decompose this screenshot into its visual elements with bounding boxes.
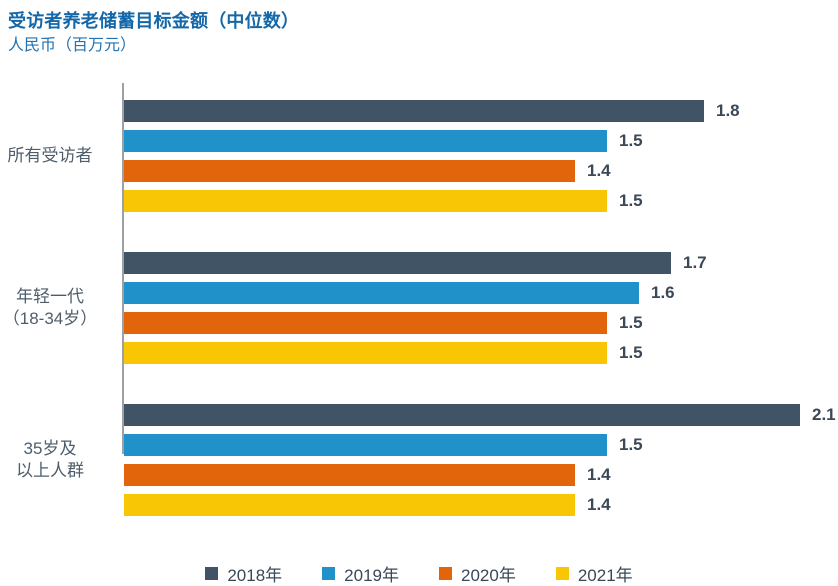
bar-groups: 所有受访者 1.8 1.5 1.4 1.5 年轻一代 （18-34岁） 1.7 1.6 1.5 1.… — [0, 100, 838, 516]
legend: 2018年 2019年 2020年 2021年 — [0, 561, 838, 586]
chart-title: 受访者养老储蓄目标金额（中位数） — [8, 11, 300, 31]
bar-value-label: 1.6 — [651, 283, 675, 302]
bar-2018年 — [124, 252, 671, 274]
group-bars: 2.1 1.5 1.4 1.4 — [124, 404, 836, 516]
category-label-line: 所有受访者 — [7, 146, 93, 165]
bar-2021年 — [124, 342, 607, 364]
category-label-line: 以上人群 — [16, 461, 84, 480]
category-group: 35岁及以上人群 2.1 1.5 1.4 1.4 — [0, 404, 838, 516]
category-label-line: 年轻一代 — [16, 287, 84, 306]
bar-row: 1.5 — [124, 312, 707, 334]
bar-2020年 — [124, 464, 575, 486]
bar-value-label: 1.7 — [683, 253, 707, 272]
bar-row: 1.4 — [124, 160, 740, 182]
bar-value-label: 2.1 — [812, 405, 836, 424]
bar-value-label: 1.4 — [587, 161, 611, 180]
bar-2018年 — [124, 100, 704, 122]
category-label-line: （18-34岁） — [2, 309, 98, 328]
bar-2021年 — [124, 190, 607, 212]
bar-value-label: 1.5 — [619, 131, 643, 150]
bar-value-label: 1.4 — [587, 495, 611, 514]
legend-swatch-icon — [439, 567, 452, 580]
bar-row: 1.5 — [124, 190, 740, 212]
category-label: 所有受访者 — [0, 100, 100, 212]
bar-value-label: 1.8 — [716, 101, 740, 120]
category-label: 年轻一代 （18-34岁） — [0, 252, 100, 364]
y-axis-line — [122, 83, 124, 454]
bar-value-label: 1.4 — [587, 465, 611, 484]
bar-row: 1.4 — [124, 494, 836, 516]
bar-row: 1.4 — [124, 464, 836, 486]
category-group: 年轻一代 （18-34岁） 1.7 1.6 1.5 1.5 — [0, 252, 838, 364]
bar-2020年 — [124, 312, 607, 334]
bar-2018年 — [124, 404, 800, 426]
category-label-line: 35岁及 — [23, 439, 77, 458]
legend-item-2018年: 2018年 — [205, 561, 282, 586]
legend-item-2021年: 2021年 — [555, 561, 633, 586]
bar-row: 1.5 — [124, 130, 740, 152]
category-label: 35岁及以上人群 — [0, 404, 100, 516]
legend-swatch-icon — [555, 567, 569, 580]
bar-value-label: 1.5 — [619, 191, 643, 210]
group-bars: 1.8 1.5 1.4 1.5 — [124, 100, 740, 212]
bar-row: 1.8 — [124, 100, 740, 122]
legend-label: 2018年 — [227, 566, 283, 585]
bar-row: 2.1 — [124, 404, 836, 426]
legend-swatch-icon — [322, 567, 336, 580]
bar-2021年 — [124, 494, 575, 516]
legend-label: 2020年 — [461, 566, 516, 585]
bar-2019年 — [124, 130, 607, 152]
bar-2020年 — [124, 160, 575, 182]
bar-2019年 — [124, 434, 607, 456]
bar-row: 1.7 — [124, 252, 707, 274]
bar-2019年 — [124, 282, 639, 304]
bar-row: 1.5 — [124, 342, 707, 364]
bar-value-label: 1.5 — [619, 435, 643, 454]
bar-row: 1.5 — [124, 434, 836, 456]
legend-label: 2021年 — [577, 566, 633, 585]
bar-row: 1.6 — [124, 282, 707, 304]
bar-value-label: 1.5 — [619, 343, 643, 362]
category-group: 所有受访者 1.8 1.5 1.4 1.5 — [0, 100, 838, 212]
legend-item-2019年: 2019年 — [322, 561, 399, 586]
legend-label: 2019年 — [344, 566, 399, 585]
chart-subtitle: 人民币（百万元） — [8, 37, 137, 54]
bar-value-label: 1.5 — [619, 313, 643, 332]
legend-item-2020年: 2020年 — [439, 561, 516, 586]
legend-swatch-icon — [205, 567, 219, 580]
group-bars: 1.7 1.6 1.5 1.5 — [124, 252, 707, 364]
